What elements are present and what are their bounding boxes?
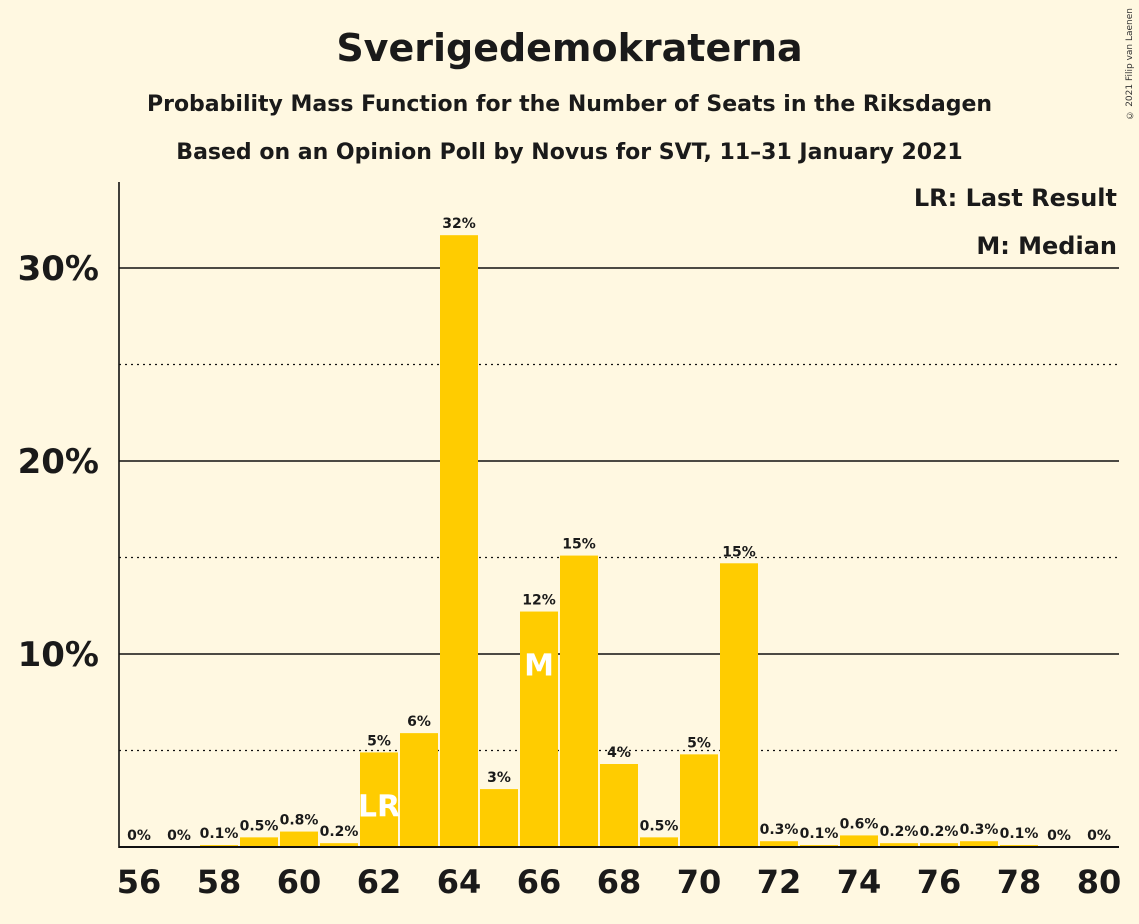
x-tick-label: 76	[917, 863, 962, 901]
x-tick-label: 70	[677, 863, 722, 901]
bar-seat-61	[320, 843, 358, 847]
bar-seat-70	[680, 754, 718, 847]
data-label-seat-60: 0.8%	[280, 813, 319, 829]
y-tick-label: 30%	[18, 249, 99, 289]
data-label-seat-59: 0.5%	[240, 818, 279, 834]
bar-seat-68	[600, 764, 638, 847]
x-tick-label: 56	[117, 863, 162, 901]
bar-seat-62	[360, 752, 398, 847]
legend-last-result: LR: Last Result	[913, 184, 1117, 212]
data-label-seat-75: 0.2%	[880, 824, 919, 840]
data-label-seat-64: 32%	[442, 216, 476, 232]
data-label-seat-67: 15%	[562, 537, 596, 553]
chart-subtitle: Probability Mass Function for the Number…	[146, 92, 993, 117]
bar-seat-63	[400, 733, 438, 847]
data-label-seat-70: 5%	[687, 735, 711, 751]
x-tick-label: 60	[277, 863, 322, 901]
data-label-seat-78: 0.1%	[1000, 826, 1039, 842]
bar-seat-77	[960, 841, 998, 847]
data-label-seat-63: 6%	[407, 714, 431, 730]
bar-seat-69	[640, 837, 678, 847]
chart-title: Sverigedemokraterna	[336, 26, 803, 70]
data-label-seat-71: 15%	[722, 544, 756, 560]
bar-seat-64	[440, 235, 478, 847]
chart-subtitle-poll: Based on an Opinion Poll by Novus for SV…	[176, 140, 963, 165]
bar-seat-66	[520, 611, 558, 847]
bar-seat-59	[240, 837, 278, 847]
bar-seat-74	[840, 835, 878, 847]
x-tick-label: 74	[837, 863, 882, 901]
x-tick-label: 68	[597, 863, 642, 901]
median-marker: M	[524, 649, 554, 684]
bar-seat-60	[280, 831, 318, 847]
data-label-seat-57: 0%	[167, 828, 191, 844]
y-tick-label: 20%	[18, 442, 99, 482]
x-tick-label: 72	[757, 863, 802, 901]
legend-median: M: Median	[976, 232, 1117, 260]
data-label-seat-58: 0.1%	[200, 826, 239, 842]
data-label-seat-65: 3%	[487, 770, 511, 786]
data-label-seat-77: 0.3%	[960, 822, 999, 838]
data-label-seat-56: 0%	[127, 828, 151, 844]
data-label-seat-73: 0.1%	[800, 826, 839, 842]
data-label-seat-72: 0.3%	[760, 822, 799, 838]
data-label-seat-62: 5%	[367, 733, 391, 749]
data-label-seat-66: 12%	[522, 593, 556, 609]
data-label-seat-61: 0.2%	[320, 824, 359, 840]
last-result-marker: LR	[358, 789, 400, 824]
x-tick-label: 64	[437, 863, 482, 901]
bar-seat-65	[480, 789, 518, 847]
bar-seat-71	[720, 563, 758, 847]
x-tick-label: 78	[997, 863, 1042, 901]
data-label-seat-80: 0%	[1087, 828, 1111, 844]
bar-seat-75	[880, 843, 918, 847]
x-tick-label: 58	[197, 863, 242, 901]
y-tick-label: 10%	[18, 635, 99, 675]
x-tick-label: 80	[1077, 863, 1122, 901]
x-tick-label: 66	[517, 863, 562, 901]
data-label-seat-68: 4%	[607, 745, 631, 761]
bar-seat-72	[760, 841, 798, 847]
bar-seat-67	[560, 555, 598, 847]
data-label-seat-79: 0%	[1047, 828, 1071, 844]
data-label-seat-76: 0.2%	[920, 824, 959, 840]
x-tick-label: 62	[357, 863, 402, 901]
bar-seat-76	[920, 843, 958, 847]
data-label-seat-74: 0.6%	[840, 816, 879, 832]
data-label-seat-69: 0.5%	[640, 818, 679, 834]
